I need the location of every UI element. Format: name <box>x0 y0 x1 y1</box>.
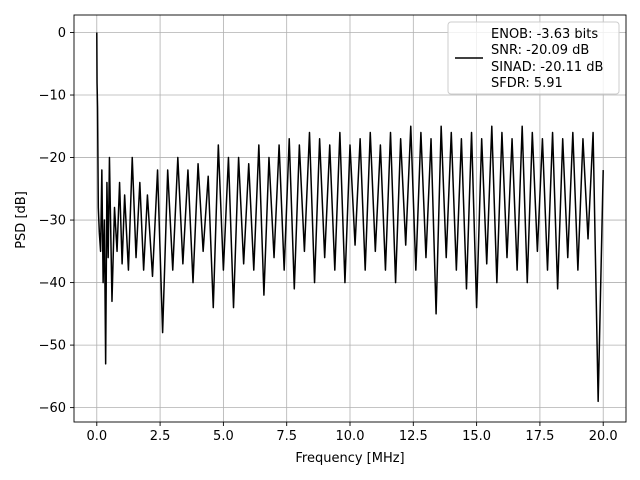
y-tick-label: −50 <box>39 339 66 354</box>
x-axis-label: Frequency [MHz] <box>295 451 404 466</box>
x-tick-label: 7.5 <box>276 429 297 444</box>
x-tick-label: 15.0 <box>462 429 491 444</box>
legend-snr: SNR: -20.09 dB <box>491 43 589 58</box>
x-tick-label: 5.0 <box>213 429 234 444</box>
series-layer <box>96 32 604 403</box>
psd-series-line <box>96 32 604 403</box>
x-tick-label: 12.5 <box>399 429 428 444</box>
x-tick-label: 2.5 <box>150 429 171 444</box>
x-tick-label: 0.0 <box>86 429 107 444</box>
x-tick-label: 20.0 <box>589 429 618 444</box>
y-tick-label: −40 <box>39 276 66 291</box>
legend-box <box>447 21 620 95</box>
y-tick-label: −10 <box>39 89 66 104</box>
y-axis-label: PSD [dB] <box>14 191 29 249</box>
y-tick-label: −30 <box>39 214 66 229</box>
y-tick-label: −20 <box>39 151 66 166</box>
legend-enob: ENOB: -3.63 bits <box>491 27 598 42</box>
y-axis-ticks: 0 −10 −20 −30 −40 −50 −60 <box>39 26 74 416</box>
y-tick-label: −60 <box>39 401 66 416</box>
y-tick-label: 0 <box>58 26 66 41</box>
x-tick-label: 17.5 <box>525 429 554 444</box>
x-tick-label: 10.0 <box>336 429 365 444</box>
legend-sinad: SINAD: -20.11 dB <box>491 60 603 75</box>
legend-sfdr: SFDR: 5.91 <box>491 76 563 91</box>
x-axis-ticks: 0.0 2.5 5.0 7.5 10.0 12.5 15.0 17.5 20.0 <box>86 422 618 444</box>
legend: ENOB: -3.63 bits SNR: -20.09 dB SINAD: -… <box>447 21 620 95</box>
